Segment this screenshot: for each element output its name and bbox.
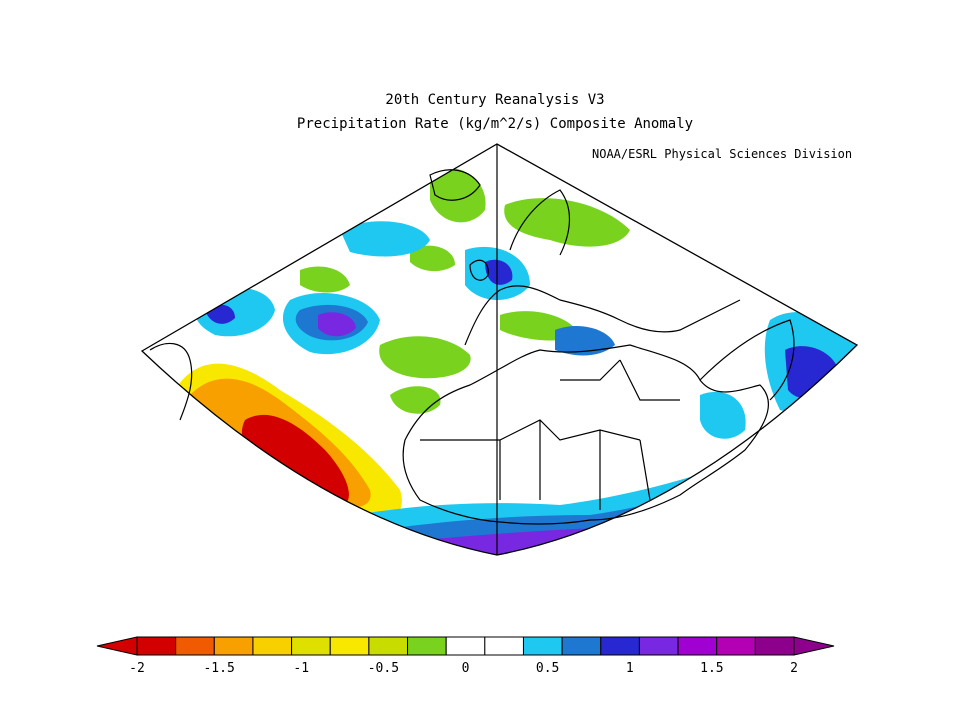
coastline-scandinavia [509,189,571,256]
wet-patch-north [340,221,430,257]
green-patch-5 [504,198,630,247]
colorbar-cell [445,636,486,656]
wet-band-equatorial-mid [380,460,790,555]
coastline-greenland [429,169,481,201]
green-patch-1 [379,336,471,379]
green-patch-3 [410,245,455,272]
colorbar-cell [291,636,331,656]
colorbar-cell [484,636,524,656]
colorbar-tick-label: 2 [790,661,798,676]
colorbar-cell [329,636,370,656]
colorbar-tick-label: 1.5 [700,661,723,676]
colorbar-cell [136,636,177,656]
colorbar-cell [213,636,254,656]
wet-band-equatorial-core [420,495,715,555]
colorbar-cell [522,636,563,656]
colorbar-cell [716,636,756,656]
coastline-britain [469,259,489,281]
borders-africa [420,359,680,510]
wet-patch-atlantic-core [318,312,356,337]
colorbar-arrow-min [96,636,138,656]
credit-label: NOAA/ESRL Physical Sciences Division [592,147,853,161]
dry-anomaly-core [241,414,349,506]
coastline-africa [402,344,769,525]
wet-patch-europe-core [485,259,513,285]
wet-patch-horn [700,391,746,439]
map-frame [140,143,859,556]
colorbar-cell [638,636,679,656]
colorbar-cells [96,636,835,656]
colorbar-cell [175,636,215,656]
colorbar-cell [600,636,640,656]
green-patch-2 [300,266,350,293]
colorbar-tick-label: 1 [626,661,634,676]
coastline-arabia [699,319,795,401]
colorbar-arrow-max [793,636,835,656]
colorbar-tick-label: 0 [462,661,470,676]
colorbar-tick-label: -1.5 [203,661,234,676]
colorbar-cell [252,636,293,656]
coastline-americas [149,342,193,421]
colorbar-tick-label: -2 [129,661,145,676]
colorbar-tick-label: -0.5 [368,661,399,676]
colorbar-tick-label: -1 [293,661,309,676]
colorbar-cell [561,636,602,656]
wet-patch-mediterranean [555,325,615,356]
green-patch-7 [390,386,441,414]
colorbar-ticks: -2 -1.5 -1 -0.5 0 0.5 1 1.5 2 [129,661,798,676]
colorbar-tick-label: 0.5 [536,661,559,676]
colorbar-cell [677,636,718,656]
green-patch-4 [430,167,486,223]
colorbar-cell [754,636,795,656]
map-subtitle: Precipitation Rate (kg/m^2/s) Composite … [296,116,694,132]
coastline-europe [464,285,741,346]
colorbar-cell [407,636,447,656]
coastlines [149,169,795,525]
colorbar-cell [368,636,409,656]
map-title: 20th Century Reanalysis V3 [385,92,605,108]
